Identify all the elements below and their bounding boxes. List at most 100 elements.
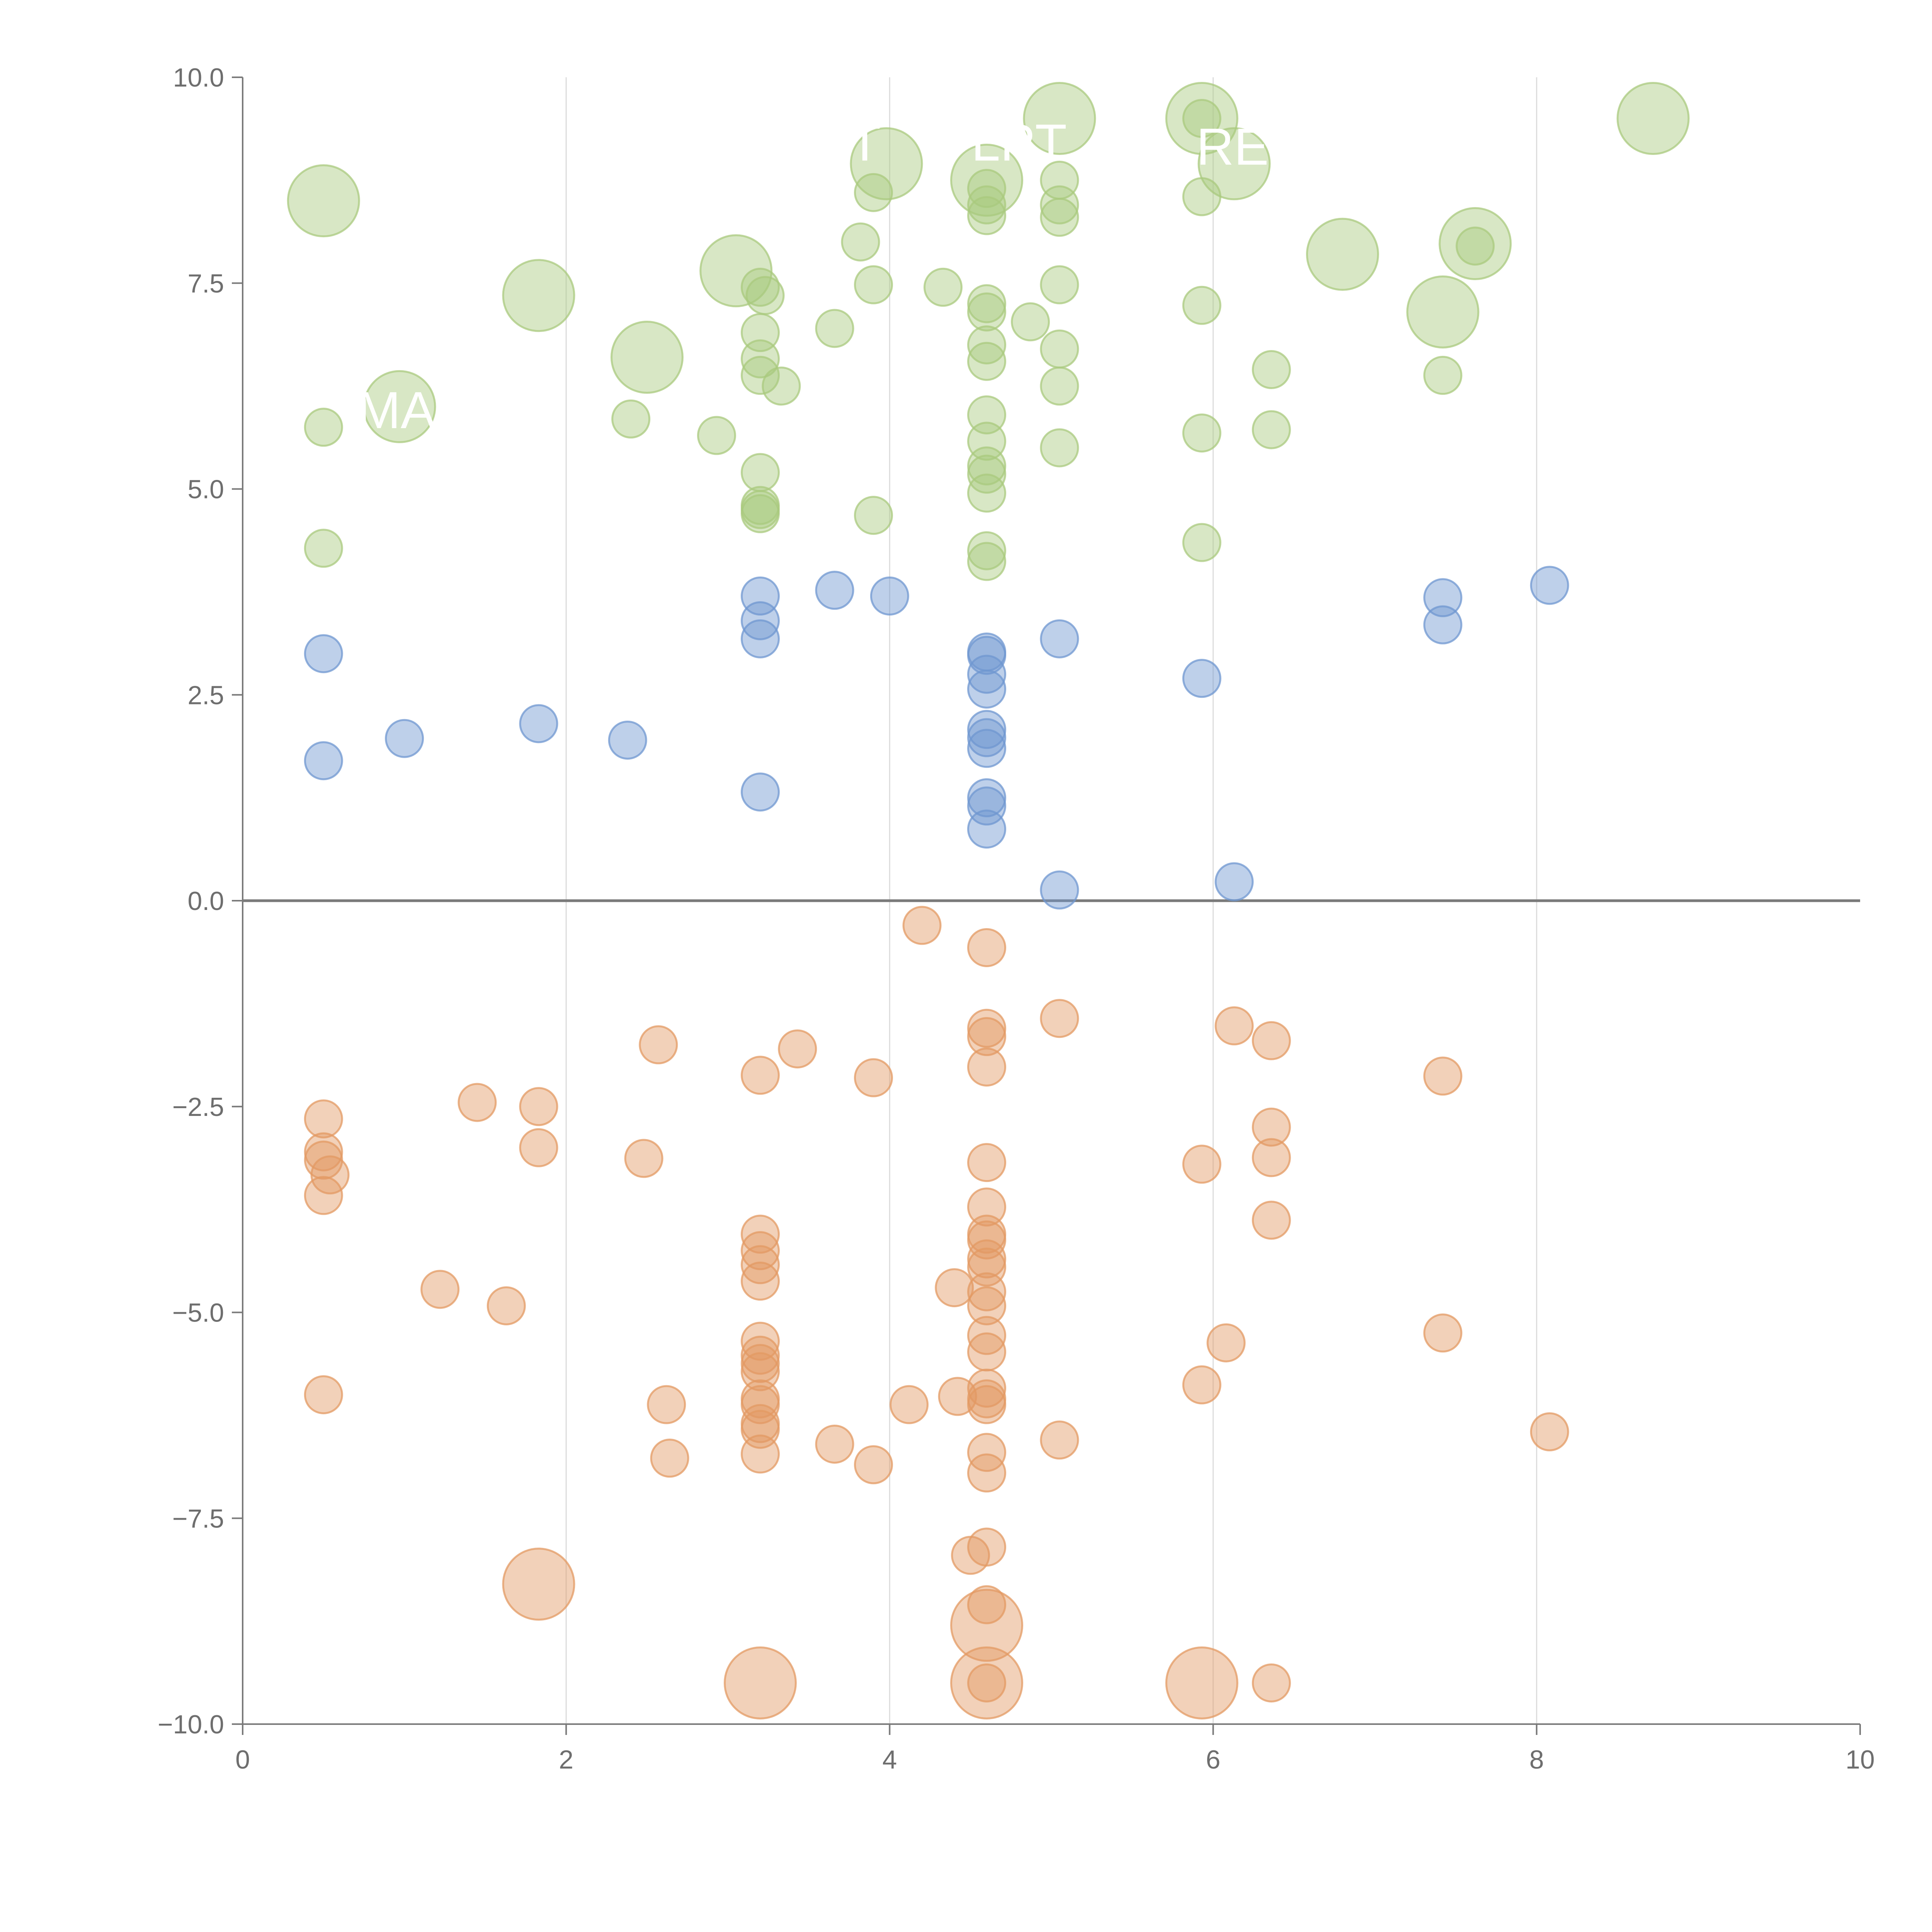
point-blue-3 xyxy=(519,704,558,743)
point-blue-18 xyxy=(967,778,1007,818)
point-orange-73 xyxy=(1252,1138,1291,1177)
point-orange-19 xyxy=(650,1439,689,1478)
point-green-16 xyxy=(611,399,651,439)
point-green-28 xyxy=(815,309,854,348)
point-green-7 xyxy=(1023,82,1096,155)
point-green-5 xyxy=(850,127,923,201)
point-orange-65 xyxy=(1040,999,1079,1038)
point-green-54 xyxy=(1040,366,1079,406)
y-tick-label: 0.0 xyxy=(187,886,224,916)
point-green-23 xyxy=(762,366,801,406)
point-orange-9 xyxy=(304,1176,343,1215)
point-green-4 xyxy=(699,234,773,308)
point-orange-12 xyxy=(457,1083,497,1122)
point-green-31 xyxy=(854,265,893,304)
point-green-59 xyxy=(1182,413,1221,453)
point-orange-1 xyxy=(724,1646,797,1719)
point-green-37 xyxy=(967,284,1007,323)
point-orange-62 xyxy=(967,1527,1007,1567)
annotation-label-1: UT xyxy=(811,113,881,172)
point-orange-0 xyxy=(502,1548,575,1621)
point-green-46 xyxy=(967,531,1007,570)
point-green-50 xyxy=(1040,185,1079,224)
point-orange-67 xyxy=(1182,1145,1221,1184)
point-orange-64 xyxy=(967,1663,1007,1702)
point-orange-43 xyxy=(967,928,1007,967)
point-orange-35 xyxy=(815,1424,854,1464)
y-tick-label: −5.0 xyxy=(172,1298,224,1328)
point-blue-1 xyxy=(304,741,343,781)
point-green-58 xyxy=(1182,286,1221,325)
point-green-22 xyxy=(741,355,780,395)
point-orange-70 xyxy=(1214,1006,1254,1046)
data-points xyxy=(287,82,1690,1719)
point-orange-74 xyxy=(1252,1201,1291,1240)
x-tick-label: 10 xyxy=(1845,1745,1875,1774)
annotation-label-2: LPT xyxy=(971,113,1067,172)
point-orange-24 xyxy=(741,1262,780,1301)
y-tick-label: 7.5 xyxy=(187,269,224,298)
point-orange-34 xyxy=(778,1029,817,1069)
point-green-0 xyxy=(287,164,360,238)
point-orange-66 xyxy=(1040,1420,1079,1460)
point-orange-60 xyxy=(967,1433,1007,1472)
point-orange-71 xyxy=(1252,1021,1291,1060)
x-tick-label: 0 xyxy=(235,1745,250,1774)
point-orange-21 xyxy=(741,1214,780,1254)
point-green-10 xyxy=(1306,218,1379,291)
point-orange-37 xyxy=(854,1445,893,1485)
point-green-53 xyxy=(1040,329,1079,369)
point-blue-14 xyxy=(967,669,1007,709)
point-orange-54 xyxy=(967,1286,1007,1325)
point-orange-14 xyxy=(519,1087,558,1126)
x-tick-label: 4 xyxy=(882,1745,897,1774)
point-orange-44 xyxy=(967,1009,1007,1048)
point-orange-78 xyxy=(1530,1412,1569,1451)
y-tick-label: −7.5 xyxy=(172,1504,224,1533)
point-orange-48 xyxy=(967,1187,1007,1227)
point-green-60 xyxy=(1182,523,1221,562)
point-blue-19 xyxy=(967,786,1007,826)
point-blue-17 xyxy=(967,729,1007,768)
point-green-64 xyxy=(1456,226,1495,266)
point-green-45 xyxy=(967,473,1007,513)
point-orange-55 xyxy=(967,1316,1007,1355)
annotation-label-0: MA xyxy=(357,381,435,439)
point-green-12 xyxy=(1439,207,1512,280)
point-orange-36 xyxy=(854,1058,893,1097)
point-orange-13 xyxy=(486,1286,526,1325)
point-green-36 xyxy=(967,196,1007,235)
point-green-39 xyxy=(967,325,1007,365)
point-orange-69 xyxy=(1206,1323,1246,1362)
point-orange-40 xyxy=(935,1268,974,1308)
point-orange-23 xyxy=(741,1245,780,1284)
point-orange-53 xyxy=(967,1272,1007,1311)
point-orange-27 xyxy=(741,1344,780,1383)
point-green-1 xyxy=(363,370,436,443)
point-green-2 xyxy=(502,259,575,332)
x-tick-label: 6 xyxy=(1206,1745,1221,1774)
point-green-21 xyxy=(741,339,780,379)
point-orange-59 xyxy=(967,1385,1007,1424)
point-blue-13 xyxy=(967,655,1007,694)
point-green-35 xyxy=(967,185,1007,224)
point-orange-77 xyxy=(1423,1313,1463,1353)
point-green-30 xyxy=(854,173,893,212)
point-orange-17 xyxy=(639,1025,678,1065)
point-green-8 xyxy=(1165,82,1238,155)
point-green-52 xyxy=(1040,265,1079,304)
point-green-47 xyxy=(967,542,1007,581)
point-orange-6 xyxy=(304,1132,343,1172)
point-orange-68 xyxy=(1182,1365,1221,1405)
point-orange-57 xyxy=(967,1369,1007,1408)
point-orange-61 xyxy=(967,1453,1007,1493)
point-green-55 xyxy=(1040,428,1079,468)
point-green-9 xyxy=(1197,127,1271,201)
point-orange-63 xyxy=(967,1585,1007,1624)
point-orange-38 xyxy=(889,1385,929,1424)
point-green-24 xyxy=(741,453,780,492)
point-blue-7 xyxy=(741,619,780,658)
point-orange-51 xyxy=(967,1239,1007,1279)
point-orange-41 xyxy=(938,1377,977,1416)
